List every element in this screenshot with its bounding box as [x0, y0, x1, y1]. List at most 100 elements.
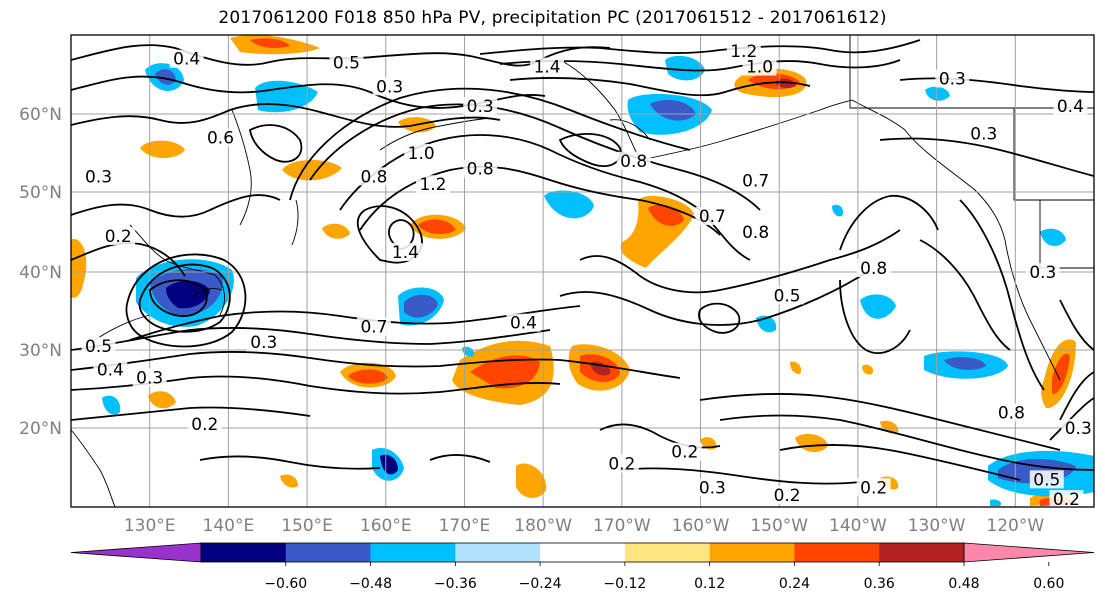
pv-contour	[919, 239, 1011, 351]
contour-label: 0.3	[376, 77, 403, 97]
contour-label: 1.2	[419, 175, 446, 195]
contour-label: 1.4	[392, 243, 419, 263]
pv-contour	[71, 194, 281, 218]
pv-contour	[71, 327, 551, 351]
contour-label: 0.2	[671, 443, 698, 463]
lon-label: 130°W	[908, 516, 966, 536]
pv-contour	[429, 454, 491, 463]
coastlines	[71, 35, 1094, 507]
contour-label: 0.8	[360, 167, 387, 187]
pv-contour	[249, 124, 303, 163]
contour-label-bg	[81, 167, 116, 186]
pv-contour	[619, 467, 861, 485]
pv-contour	[839, 279, 911, 354]
contour-label: 0.6	[207, 128, 234, 148]
contour-label-bg	[530, 57, 565, 76]
contour-label-bg	[81, 337, 116, 356]
contour-label-bg	[966, 124, 1001, 143]
graticule	[71, 35, 1094, 507]
contour-label: 0.3	[1029, 263, 1056, 283]
contour-label-bg	[132, 368, 167, 387]
contour-label-bg	[1053, 97, 1088, 116]
contour-label-bg	[856, 259, 891, 277]
contour-label-bg	[726, 41, 761, 60]
contour-label-bg	[388, 243, 423, 261]
pv-contour	[1059, 371, 1094, 421]
contour-label-bg	[187, 415, 222, 434]
contour-label: 0.2	[774, 486, 801, 506]
lat-label: 40°N	[19, 263, 62, 283]
pv-contour	[879, 137, 1094, 177]
contour-label: 0.8	[998, 403, 1025, 423]
lon-labels: 130°E 140°E 150°E 160°E 170°E 180°W 170°W 160°W…	[124, 516, 1045, 536]
pv-contour	[509, 77, 811, 97]
contour-label-bg	[356, 167, 391, 186]
pv-contour	[558, 133, 622, 167]
contour-label-bg	[770, 486, 805, 505]
pv-contour	[129, 305, 581, 341]
contour-label-bg	[1025, 263, 1060, 281]
contour-label-bg	[93, 360, 128, 379]
lat-label: 20°N	[19, 419, 62, 439]
contour-label: 0.7	[360, 318, 387, 338]
contour-label: 0.3	[250, 333, 277, 353]
contour-label-bg	[695, 478, 730, 497]
lon-label: 140°E	[203, 516, 255, 536]
contour-label: 0.5	[774, 286, 801, 306]
contour-label: 1.2	[730, 42, 757, 62]
contour-label: 0.7	[699, 207, 726, 227]
contour-label: 0.2	[860, 478, 887, 498]
contour-label: 0.4	[1057, 97, 1084, 117]
pv-contour	[71, 103, 501, 128]
contour-label-bg	[463, 159, 498, 178]
contour-label-bg	[616, 151, 651, 170]
lon-label: 130°E	[124, 516, 176, 536]
lat-label: 30°N	[19, 341, 62, 361]
contour-label-bg	[404, 144, 439, 162]
pv-contour	[699, 393, 1061, 451]
lon-label: 180°W	[514, 516, 572, 536]
pv-contour	[719, 414, 1094, 471]
contour-label: 0.8	[860, 259, 887, 279]
contour-label: 0.7	[742, 171, 769, 191]
lon-label: 150°E	[281, 516, 333, 536]
pv-contour	[579, 229, 901, 294]
contour-label-bg	[604, 454, 639, 473]
contour-label: 0.2	[608, 455, 635, 475]
pv-contour	[698, 302, 741, 334]
contour-label: 0.8	[742, 223, 769, 243]
pv-contour	[71, 351, 681, 379]
contour-label-bg	[101, 227, 136, 245]
contour-label: 0.3	[467, 97, 494, 117]
contour-label: 0.3	[85, 167, 112, 187]
pv-contour	[359, 165, 721, 236]
contour-label-bg	[463, 97, 498, 116]
contour-label: 1.0	[746, 58, 773, 78]
contour-label: 0.3	[970, 125, 997, 145]
contour-label-bg	[1029, 470, 1064, 489]
lon-label: 150°W	[750, 516, 808, 536]
contour-label-bg	[695, 207, 730, 225]
pv-contour	[959, 199, 1045, 391]
pv-contour	[125, 253, 247, 348]
contour-label: 0.3	[136, 368, 163, 388]
pv-contour	[309, 103, 761, 211]
contour-label: 0.4	[173, 50, 200, 70]
contour-label: 1.0	[408, 144, 435, 164]
pv-contour	[71, 242, 186, 277]
pv-contour	[1049, 397, 1094, 441]
contour-label-bg	[1061, 419, 1094, 437]
contour-label: 0.2	[191, 415, 218, 435]
contour-label-bg	[738, 171, 773, 190]
pv-contour	[499, 59, 901, 72]
contour-label: 0.4	[97, 361, 124, 381]
lon-label: 170°W	[593, 516, 651, 536]
lat-label: 50°N	[19, 183, 62, 203]
pv-contour	[559, 269, 871, 326]
contour-label: 0.5	[333, 54, 360, 74]
contour-label-bg	[356, 317, 391, 336]
lon-label: 160°W	[672, 516, 730, 536]
lat-labels: 60°N 50°N 40°N 30°N 20°N	[19, 105, 62, 439]
contour-label-bg	[246, 333, 281, 352]
